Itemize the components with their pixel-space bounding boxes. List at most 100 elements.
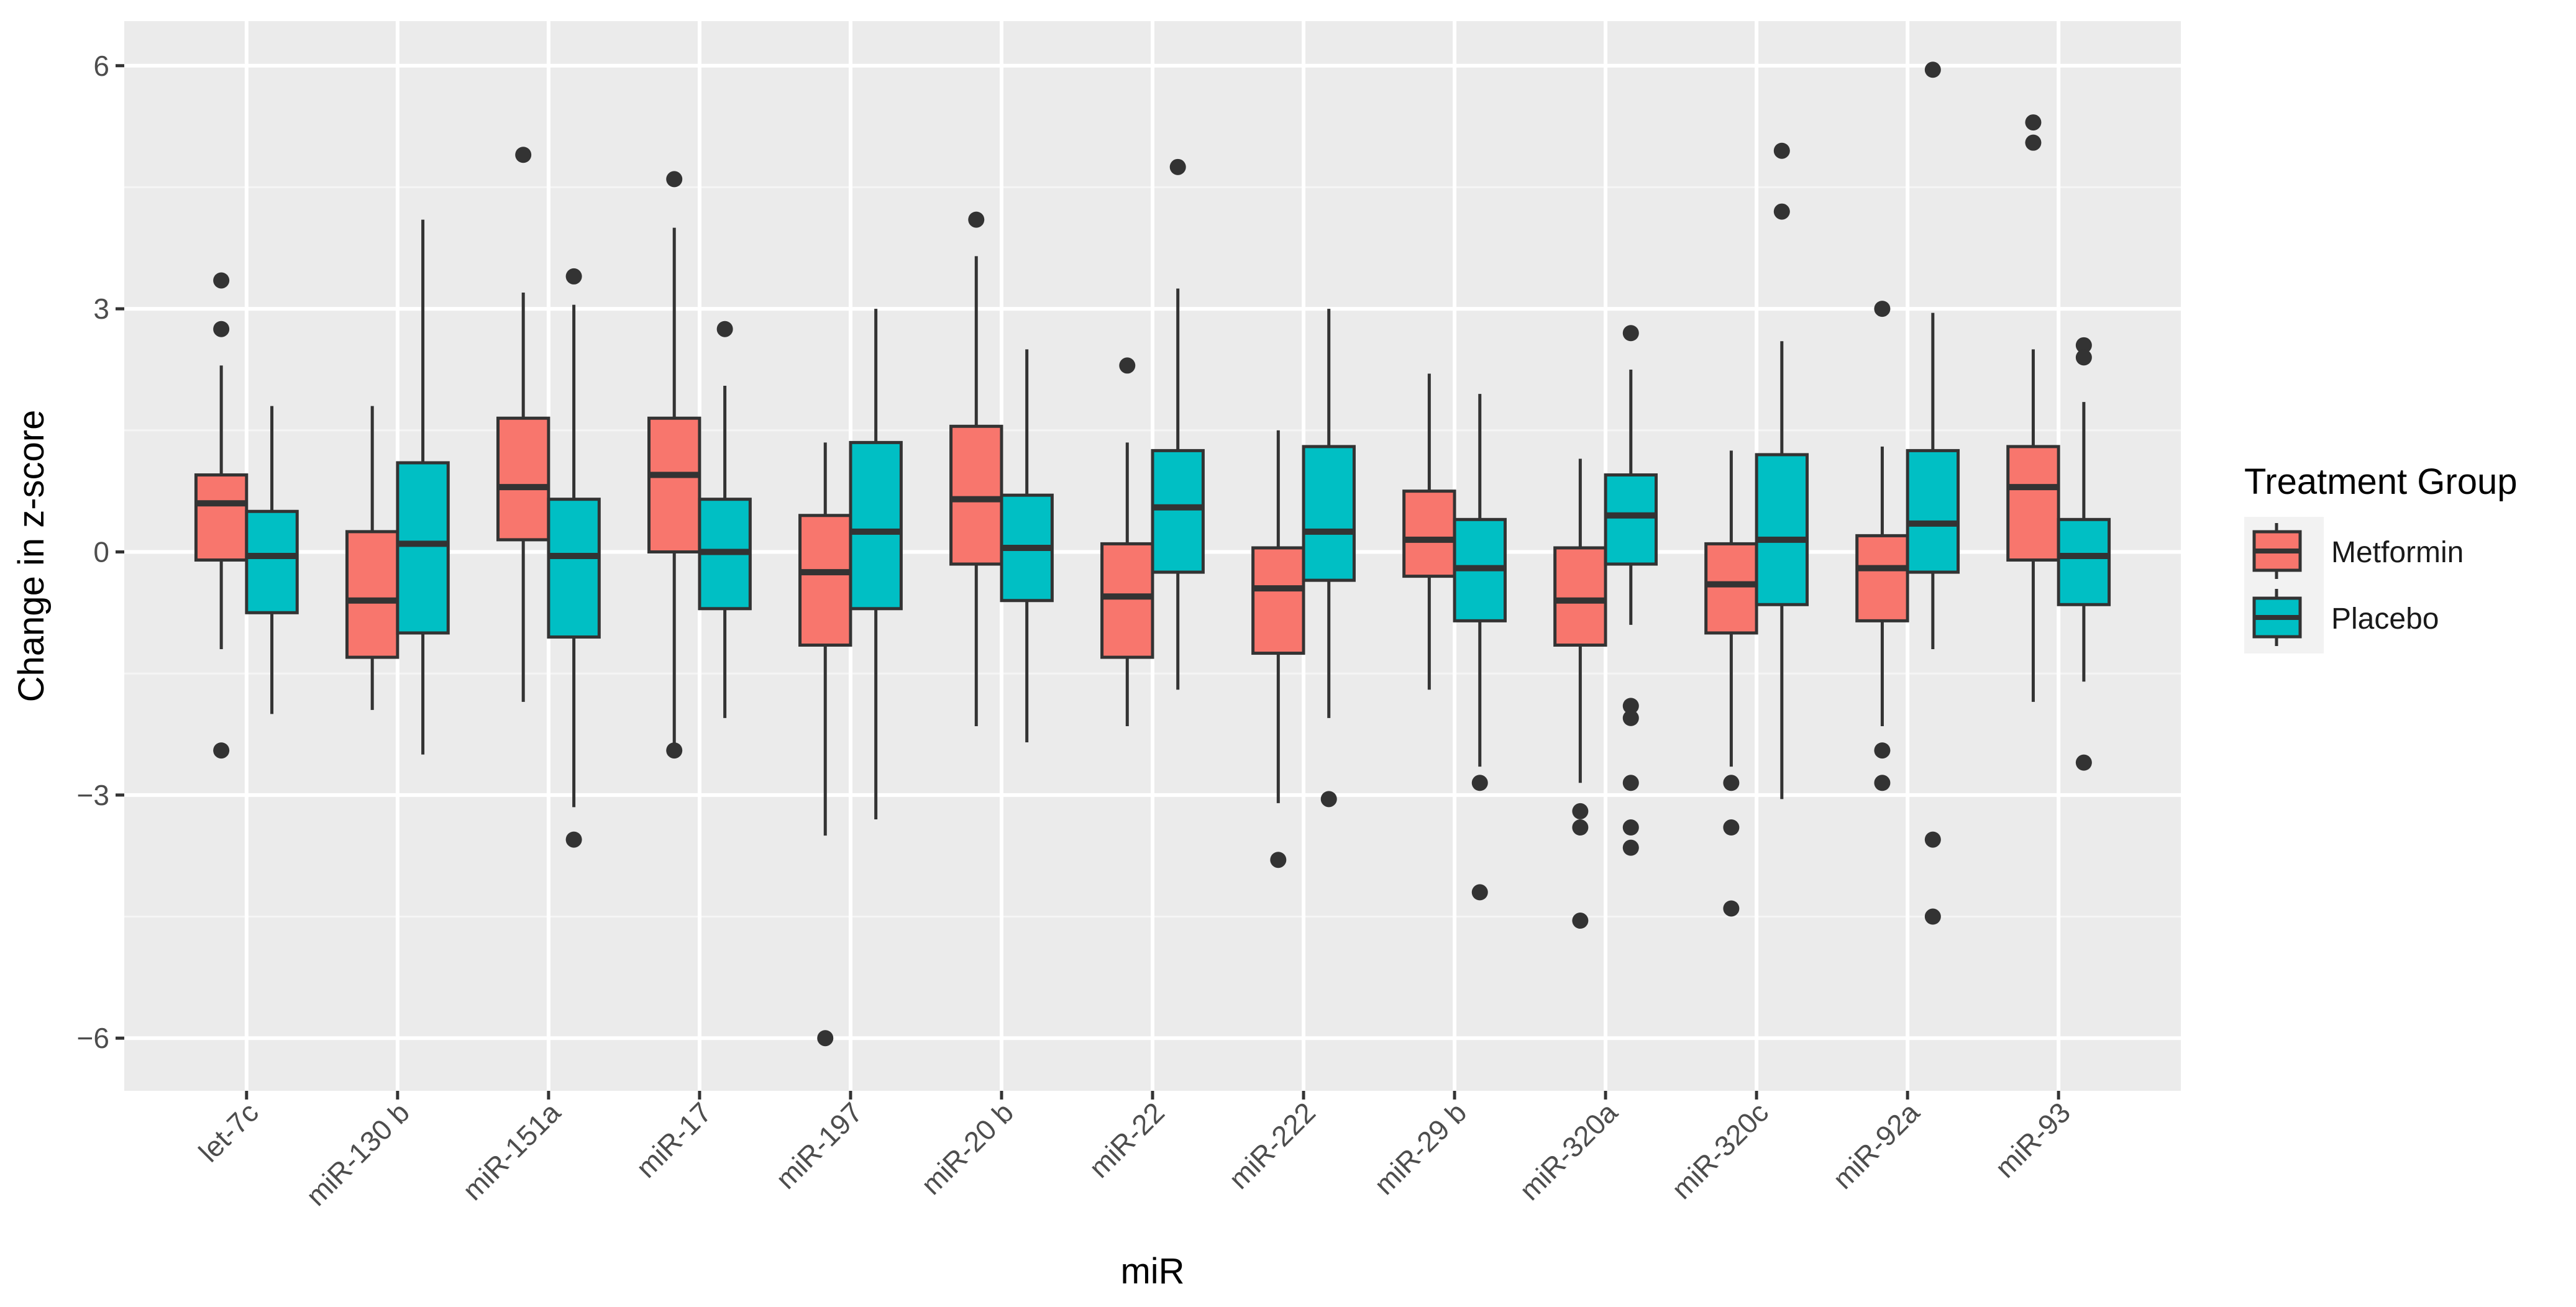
outlier-point [716, 321, 733, 337]
outlier-point [1169, 158, 1186, 175]
outlier-point [1270, 852, 1287, 868]
box-metformin-mir-320a [1553, 458, 1607, 929]
outlier-point [1471, 775, 1488, 791]
box-body [1151, 449, 1205, 574]
box-body [2006, 445, 2060, 562]
x-tick-label: miR-320c [1665, 1096, 1774, 1205]
box-placebo-mir-320c [1755, 142, 1809, 799]
x-tick-label: miR-320a [1513, 1096, 1624, 1206]
outlier-point [1723, 900, 1740, 917]
legend-label-placebo: Placebo [2331, 603, 2439, 635]
outlier-point [565, 268, 582, 285]
box-metformin-mir-20b [949, 211, 1003, 726]
box-metformin-mir-151a [496, 147, 550, 702]
x-tick-label: miR-151a [456, 1096, 567, 1206]
outlier-point [1924, 908, 1941, 925]
box-body [647, 416, 701, 553]
outlier-point [968, 211, 985, 228]
outlier-point [1622, 709, 1639, 726]
outlier-point [213, 272, 230, 289]
legend-title: Treatment Group [2244, 462, 2517, 502]
box-placebo-mir-17 [698, 321, 752, 718]
y-tick-label: −6 [77, 1022, 109, 1054]
outlier-point [2025, 114, 2042, 131]
box-metformin-mir-22 [1100, 357, 1154, 726]
box-placebo-mir-151a [547, 268, 601, 848]
outlier-point [1924, 61, 1941, 78]
box-body [1553, 546, 1607, 647]
box-body [245, 509, 299, 614]
outlier-point [565, 831, 582, 848]
x-tick-label: miR-22 [1082, 1096, 1171, 1184]
outlier-point [213, 742, 230, 759]
box-body [1704, 542, 1758, 635]
x-tick-label: miR-92a [1827, 1096, 1926, 1195]
box-body [1604, 473, 1658, 566]
box-metformin-mir-92a [1855, 301, 1909, 791]
legend: Treatment Group Metformin Placebo [2244, 462, 2517, 654]
x-tick-label: miR-93 [1989, 1096, 2077, 1184]
y-tick-label: −3 [77, 779, 109, 811]
outlier-point [2075, 337, 2092, 353]
outlier-point [1773, 142, 1790, 159]
outlier-point [1723, 819, 1740, 836]
outlier-point [1874, 301, 1891, 317]
box-placebo-mir-20b [1000, 349, 1054, 743]
box-body [1755, 453, 1809, 606]
x-tick-label: miR-20 b [915, 1096, 1020, 1201]
outlier-point [1874, 742, 1891, 759]
box-body [2057, 517, 2111, 606]
box-placebo-mir-130b [396, 219, 450, 755]
box-body [547, 498, 601, 639]
box-body [1906, 449, 1960, 574]
outlier-point [666, 742, 683, 759]
outlier-point [666, 171, 683, 188]
box-body [1402, 490, 1456, 578]
box-body [1302, 445, 1356, 582]
box-placebo-mir-29b [1453, 394, 1507, 901]
y-tick-label: 6 [93, 50, 109, 82]
outlier-point [817, 1030, 834, 1047]
outlier-point [2075, 754, 2092, 771]
legend-item-placebo: Placebo [2252, 589, 2439, 646]
box-placebo-mir-22 [1151, 158, 1205, 690]
box-metformin-mir-222 [1251, 430, 1305, 868]
box-body [1251, 546, 1305, 655]
x-tick-label: miR-29 b [1368, 1096, 1473, 1201]
box-placebo-mir-93 [2057, 337, 2111, 771]
outlier-point [2025, 134, 2042, 151]
outlier-point [1773, 203, 1790, 220]
x-tick-label: miR-130 b [299, 1096, 416, 1212]
legend-label-metformin: Metformin [2331, 536, 2464, 569]
outlier-point [1622, 819, 1639, 836]
box-body [345, 530, 400, 659]
outlier-point [1924, 831, 1941, 848]
box-body [798, 514, 852, 647]
outlier-point [2075, 349, 2092, 366]
box-body [1100, 542, 1154, 659]
box-placebo-mir-320a [1604, 325, 1658, 856]
box-placebo-mir-197 [849, 309, 903, 819]
outlier-point [1874, 775, 1891, 791]
outlier-point [1572, 803, 1589, 819]
box-metformin-mir-197 [798, 442, 852, 1047]
box-metformin-mir-320c [1704, 450, 1758, 917]
y-tick-label: 0 [93, 535, 109, 568]
box-metformin-mir-29b [1402, 373, 1456, 690]
box-placebo-let-7c [245, 406, 299, 714]
outlier-point [515, 147, 532, 163]
outlier-point [1622, 325, 1639, 342]
box-metformin-mir-93 [2006, 114, 2060, 702]
box-body [949, 424, 1003, 566]
outlier-point [1723, 775, 1740, 791]
box-metformin-mir-130b [345, 406, 400, 710]
outlier-point [1622, 839, 1639, 856]
box-series [194, 61, 2111, 1047]
outlier-point [213, 321, 230, 337]
outlier-point [1471, 884, 1488, 901]
box-placebo-mir-92a [1906, 61, 1960, 925]
box-placebo-mir-222 [1302, 309, 1356, 808]
x-tick-label: miR-197 [769, 1096, 869, 1195]
